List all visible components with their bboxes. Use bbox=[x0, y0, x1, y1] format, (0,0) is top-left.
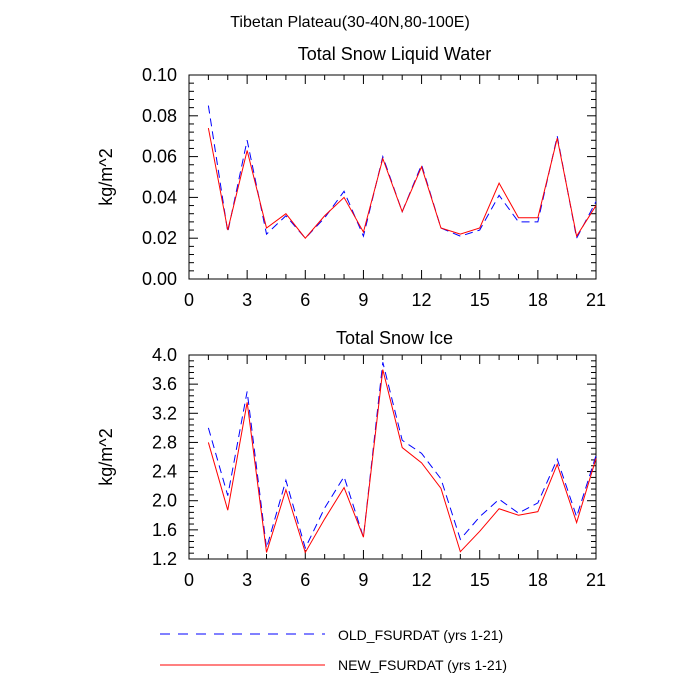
series-line-new-liquid bbox=[207, 127, 597, 239]
legend-label-old: OLD_FSURDAT (yrs 1-21) bbox=[338, 627, 503, 643]
x-tick-label: 6 bbox=[300, 290, 310, 310]
x-tick-label: 21 bbox=[586, 570, 606, 590]
y-tick-label: 0.04 bbox=[142, 187, 177, 207]
x-tick-label: 0 bbox=[184, 570, 194, 590]
panel-snow-liquid-water: Total Snow Liquid Water kg/m^2 0 3 6 9 12 15 18 2… bbox=[96, 44, 606, 310]
y-tick-label: 0.06 bbox=[142, 147, 177, 167]
plot-frame-liquid bbox=[188, 74, 597, 280]
x-tick-label: 21 bbox=[586, 290, 606, 310]
y-axis-label-ice: kg/m^2 bbox=[96, 428, 116, 485]
y-tick-label: 3.2 bbox=[152, 403, 177, 423]
legend: OLD_FSURDAT (yrs 1-21) NEW_FSURDAT (yrs … bbox=[160, 627, 507, 673]
y-tick-label: 2.4 bbox=[152, 462, 177, 482]
x-tick-label: 15 bbox=[470, 570, 490, 590]
y-tick-label: 1.2 bbox=[152, 549, 177, 569]
series-line-old-liquid bbox=[207, 105, 597, 240]
y-tick-label: 3.6 bbox=[152, 374, 177, 394]
y-tick-label: 0.02 bbox=[142, 228, 177, 248]
x-tick-label: 18 bbox=[528, 570, 548, 590]
x-tick-label: 12 bbox=[412, 570, 432, 590]
x-tick-label: 15 bbox=[470, 290, 490, 310]
x-tick-label: 12 bbox=[412, 290, 432, 310]
x-tick-label: 6 bbox=[300, 570, 310, 590]
panel-snow-ice: Total Snow Ice kg/m^2 0 3 6 9 12 15 18 21 1.2 1.6 2.… bbox=[96, 328, 606, 590]
x-tick-label: 9 bbox=[358, 290, 368, 310]
y-tick-label: 0.00 bbox=[142, 269, 177, 289]
figure-title: Tibetan Plateau(30-40N,80-100E) bbox=[230, 14, 470, 31]
x-tick-label: 9 bbox=[358, 570, 368, 590]
series-line-new-ice bbox=[207, 369, 597, 554]
chart-title-liquid: Total Snow Liquid Water bbox=[298, 44, 491, 64]
legend-label-new: NEW_FSURDAT (yrs 1-21) bbox=[338, 657, 507, 673]
y-tick-label: 2.0 bbox=[152, 491, 177, 511]
y-tick-label: 4.0 bbox=[152, 345, 177, 365]
x-tick-label: 18 bbox=[528, 290, 548, 310]
chart-title-ice: Total Snow Ice bbox=[336, 328, 453, 348]
x-tick-label: 3 bbox=[242, 570, 252, 590]
x-tick-label: 0 bbox=[184, 290, 194, 310]
y-tick-label: 1.6 bbox=[152, 520, 177, 540]
x-tick-label: 3 bbox=[242, 290, 252, 310]
y-tick-label: 2.8 bbox=[152, 432, 177, 452]
plot-frame-ice bbox=[188, 354, 597, 560]
y-tick-label: 0.08 bbox=[142, 106, 177, 126]
y-axis-label-liquid: kg/m^2 bbox=[96, 148, 116, 205]
y-tick-label: 0.10 bbox=[142, 65, 177, 85]
series-line-old-ice bbox=[207, 362, 597, 550]
